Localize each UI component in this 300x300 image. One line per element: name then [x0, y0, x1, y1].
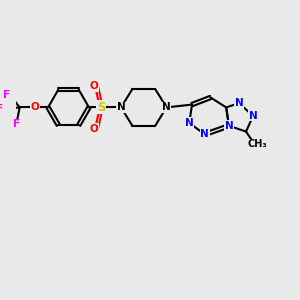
Text: N: N	[235, 98, 243, 108]
Text: N: N	[200, 129, 209, 140]
Text: N: N	[162, 102, 171, 112]
Text: S: S	[97, 101, 105, 114]
Text: N: N	[185, 118, 194, 128]
Text: N: N	[249, 111, 257, 121]
Text: N: N	[117, 102, 125, 112]
Text: F: F	[3, 90, 10, 100]
Text: O: O	[90, 81, 98, 91]
Text: O: O	[31, 102, 40, 112]
Text: F: F	[0, 104, 3, 114]
Text: N: N	[225, 121, 233, 131]
Text: F: F	[13, 119, 20, 129]
Text: CH₃: CH₃	[248, 139, 267, 149]
Text: O: O	[90, 124, 98, 134]
